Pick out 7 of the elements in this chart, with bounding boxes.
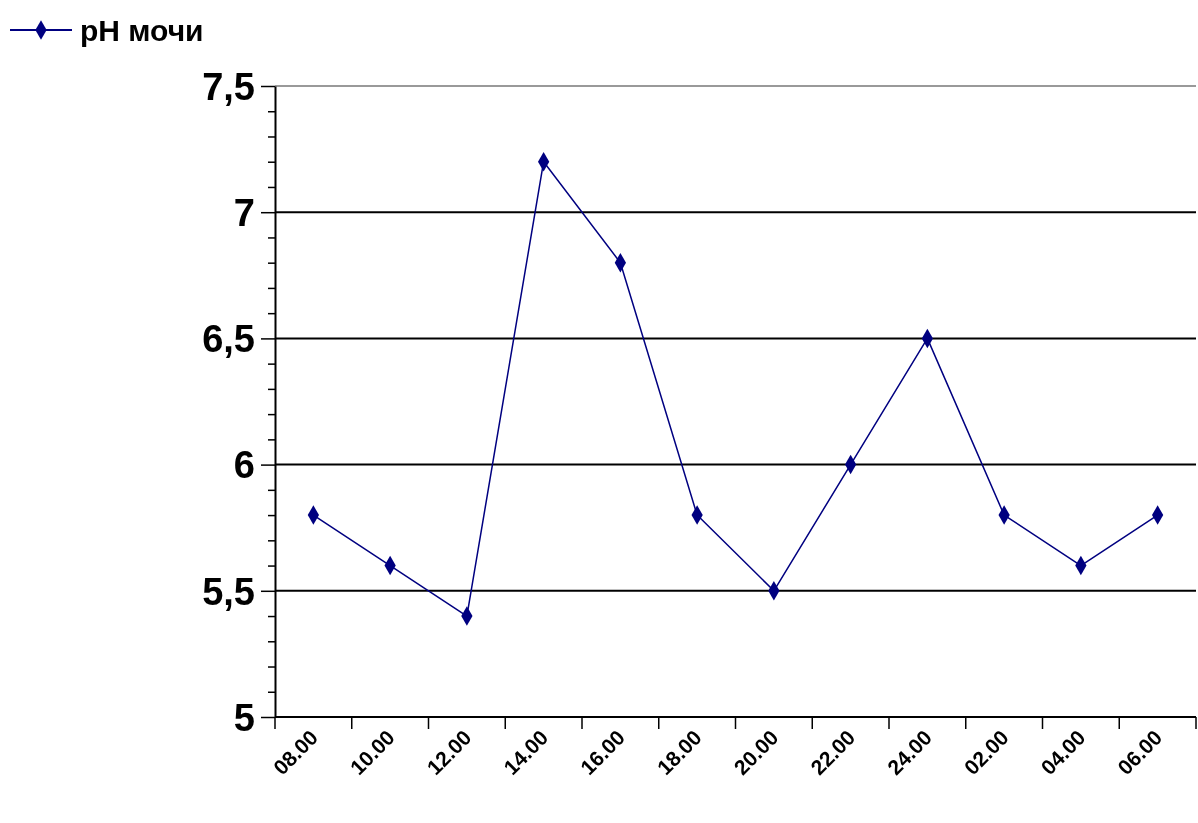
- y-tick-label: 6: [233, 444, 255, 487]
- legend-label: pH мочи: [80, 13, 204, 47]
- y-tick-label: 6,5: [202, 318, 255, 361]
- y-tick-label: 7: [233, 192, 255, 234]
- y-tick-label: 7,5: [202, 65, 255, 108]
- y-tick-label: 5,5: [202, 570, 255, 613]
- y-tick-label: 5: [233, 696, 255, 739]
